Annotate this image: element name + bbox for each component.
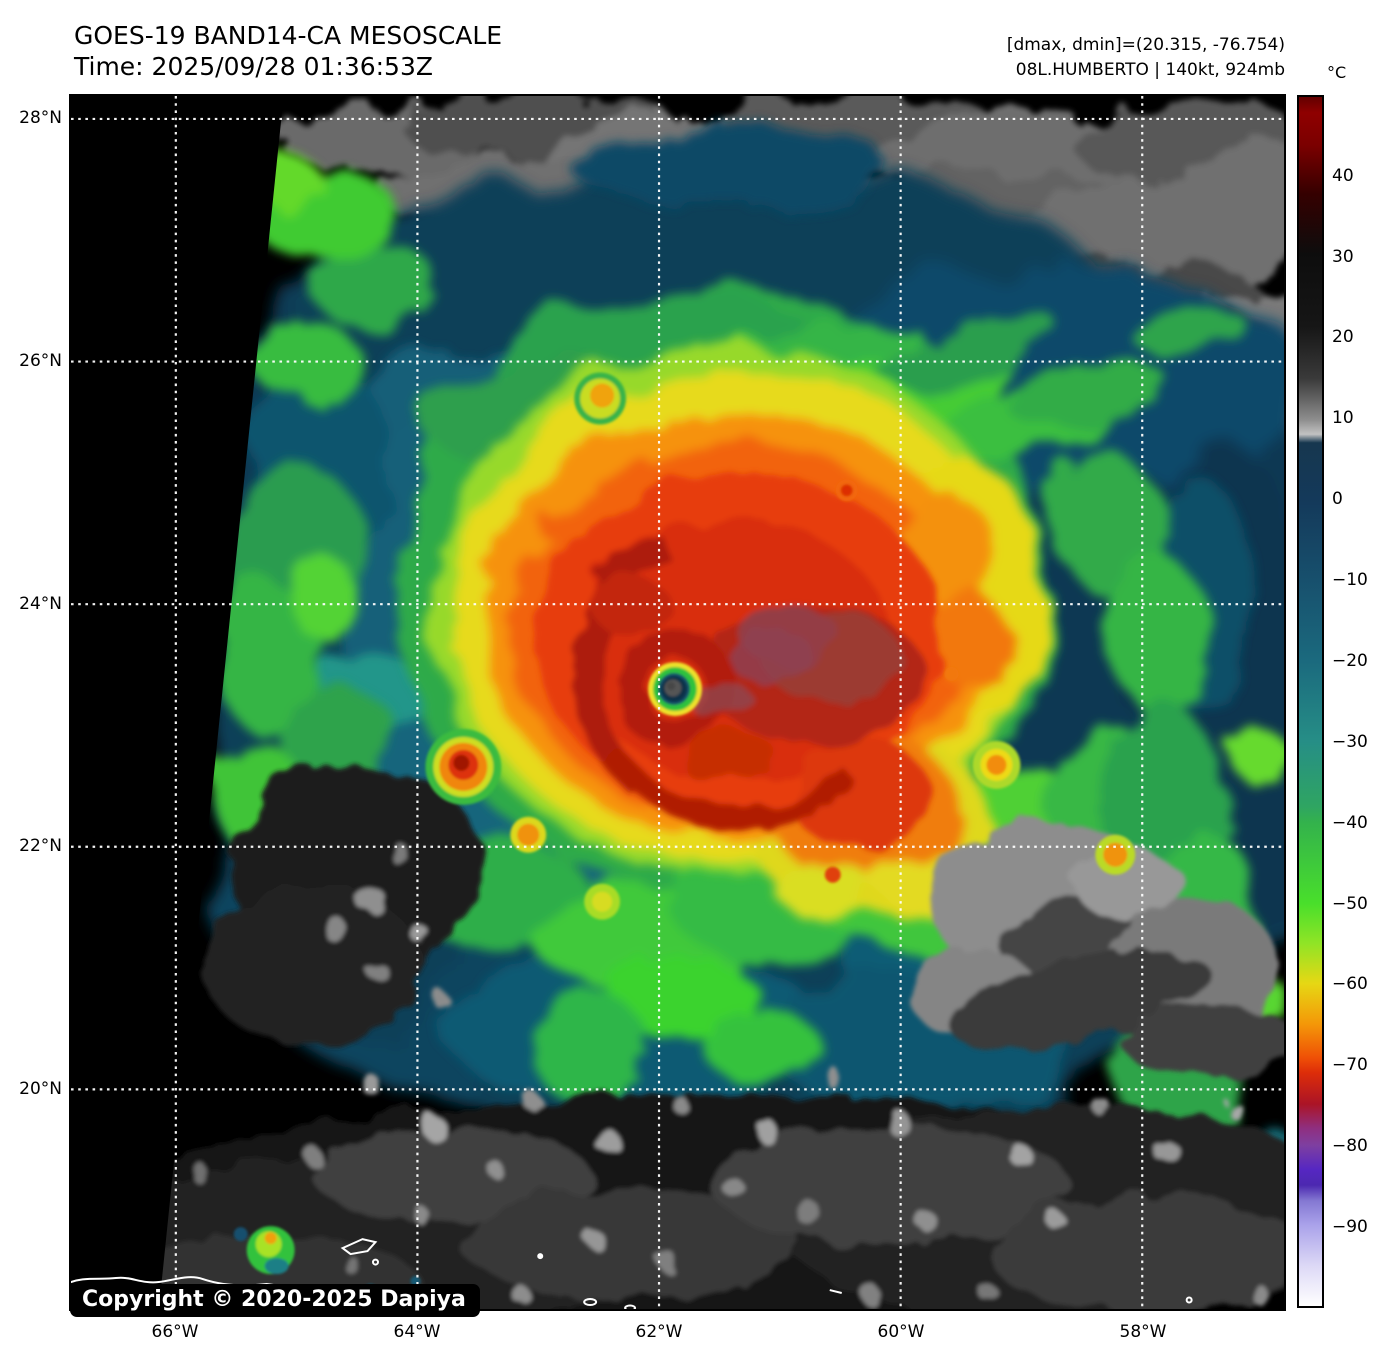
timestamp: Time: 2025/09/28 01:36:53Z (74, 52, 433, 81)
lat-tick-label: 22°N (19, 836, 62, 856)
colorbar-tick-label: 0 (1332, 489, 1343, 509)
colorbar-tick-label: 10 (1332, 408, 1354, 428)
lon-tick-label: 62°W (635, 1322, 683, 1342)
lon-tick-label: 60°W (877, 1322, 925, 1342)
lat-tick-label: 20°N (19, 1079, 62, 1099)
colorbar-tick-label: −20 (1332, 651, 1368, 671)
colorbar-tick-label: 40 (1332, 166, 1354, 186)
satellite-map (69, 94, 1286, 1311)
colorbar-tick-label: −50 (1332, 894, 1368, 914)
lat-tick-label: 26°N (19, 351, 62, 371)
storm-readout: 08L.HUMBERTO | 140kt, 924mb (1015, 60, 1285, 80)
lon-tick-label: 58°W (1119, 1322, 1167, 1342)
scan-gap-wedge (71, 96, 284, 1309)
figure-title: GOES-19 BAND14-CA MESOSCALE (74, 21, 503, 50)
temperature-colorbar (1297, 95, 1324, 1308)
lat-tick-label: 28°N (19, 108, 62, 128)
lon-tick-label: 66°W (151, 1322, 199, 1342)
colorbar-tick-label: 30 (1332, 247, 1354, 267)
lat-tick-label: 24°N (19, 594, 62, 614)
colorbar-tick-label: −90 (1332, 1217, 1368, 1237)
copyright-badge: Copyright © 2020-2025 Dapiya (70, 1284, 480, 1317)
colorbar-tick-label: −80 (1332, 1136, 1368, 1156)
colorbar-tick-label: −60 (1332, 974, 1368, 994)
gridlines (71, 96, 1284, 1309)
colorbar-tick-label: −70 (1332, 1055, 1368, 1075)
colorbar-tick-label: −10 (1332, 570, 1368, 590)
colorbar-tick-label: 20 (1332, 327, 1354, 347)
hurricane-eye (648, 662, 702, 716)
cdo-red-layer (536, 472, 944, 850)
detached-cells-layer (233, 372, 1136, 1297)
colorbar-unit: °C (1327, 63, 1347, 82)
stats-readout: [dmax, dmin]=(20.315, -76.754) (1006, 35, 1285, 55)
colorbar-tick-label: −30 (1332, 732, 1368, 752)
lon-tick-label: 64°W (393, 1322, 441, 1342)
satellite-image (71, 96, 1284, 1309)
colorbar-tick-label: −40 (1332, 813, 1368, 833)
